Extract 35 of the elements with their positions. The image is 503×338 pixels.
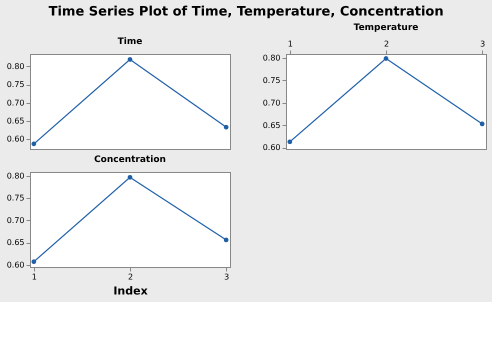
y-tick-label: 0.80 bbox=[262, 54, 280, 63]
y-tick-label: 0.70 bbox=[6, 98, 24, 108]
y-tick-label: 0.60 bbox=[6, 260, 24, 270]
point bbox=[32, 142, 36, 146]
x-axis-title: Index bbox=[113, 284, 148, 298]
y-tick-label: 0.80 bbox=[6, 171, 24, 180]
y-tick-label: 0.70 bbox=[262, 98, 280, 108]
y-tick-label: 0.65 bbox=[262, 120, 280, 130]
point bbox=[288, 139, 292, 144]
y-tick-label: 0.75 bbox=[6, 80, 24, 90]
y-tick-label: 0.75 bbox=[6, 194, 24, 203]
x-tick-label: 2 bbox=[128, 272, 134, 282]
point bbox=[224, 238, 228, 242]
chart-title: Temperature bbox=[354, 23, 418, 33]
y-tick-label: 0.65 bbox=[6, 238, 24, 248]
y-tick-label: 0.65 bbox=[6, 116, 24, 126]
y-tick-label: 0.60 bbox=[262, 143, 280, 152]
x-tick-label: 3 bbox=[480, 40, 486, 48]
y-tick-label: 0.70 bbox=[6, 216, 24, 225]
point bbox=[480, 122, 484, 126]
chart-title: Time bbox=[118, 37, 142, 47]
point bbox=[128, 174, 132, 180]
text: Time Series Plot of Time, Temperature, Concentration bbox=[48, 4, 444, 20]
point bbox=[128, 57, 132, 62]
x-tick-label: 1 bbox=[288, 40, 293, 48]
point bbox=[32, 259, 36, 264]
point bbox=[384, 56, 388, 61]
y-tick-label: 0.75 bbox=[262, 76, 280, 85]
x-tick-label: 1 bbox=[32, 272, 37, 282]
point bbox=[224, 124, 228, 130]
x-tick-label: 3 bbox=[224, 272, 230, 282]
x-tick-label: 2 bbox=[384, 40, 390, 48]
y-tick-label: 0.60 bbox=[6, 134, 24, 144]
chart-title: Concentration bbox=[94, 154, 166, 165]
y-tick-label: 0.80 bbox=[6, 62, 24, 71]
